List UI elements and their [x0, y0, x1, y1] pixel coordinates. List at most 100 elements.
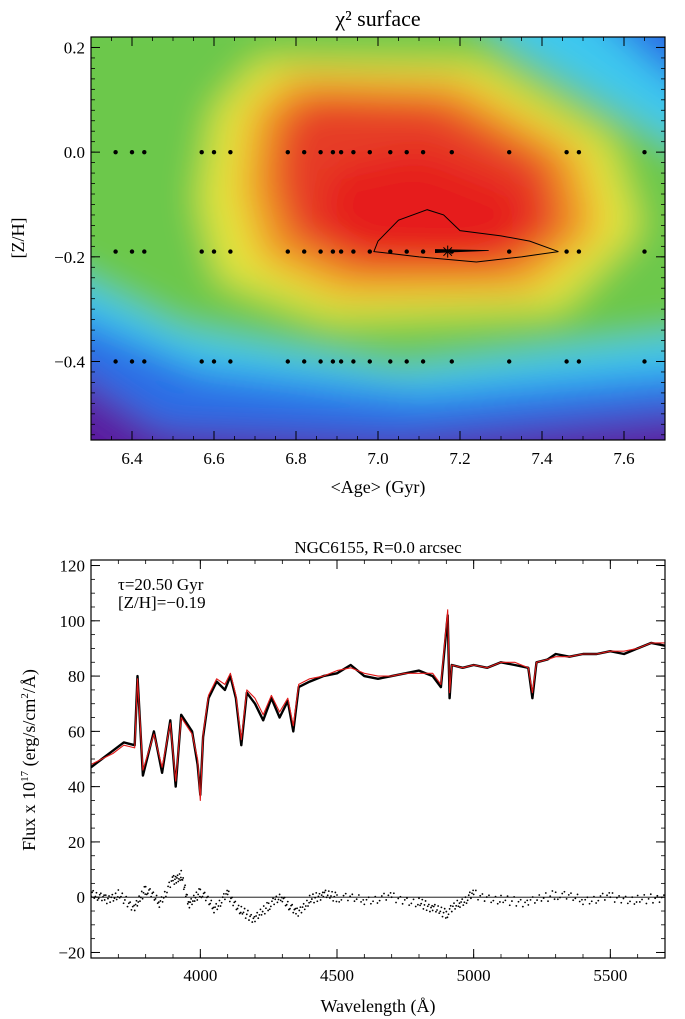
x-tick-label: 7.6 [613, 449, 634, 468]
residual-point [412, 898, 415, 901]
residual-point [447, 913, 450, 916]
grid-point [330, 249, 336, 254]
residual-point [98, 893, 101, 896]
residual-point [294, 907, 297, 910]
residual-point [156, 902, 159, 905]
residual-point [549, 895, 552, 897]
residual-point [219, 905, 222, 907]
residual-point [515, 905, 518, 907]
residual-point [544, 892, 547, 894]
residual-point [122, 902, 125, 905]
residual-point [508, 904, 511, 907]
residual-point [485, 896, 488, 898]
residual-point [104, 894, 107, 896]
residual-point [170, 880, 173, 882]
residual-point [210, 899, 213, 902]
grid-point [142, 249, 147, 254]
residual-point [500, 894, 502, 897]
spectrum-panel: NGC6155, R=0.0 arcsec 4000 4500 5000 5500 −2… [19, 538, 666, 1017]
residual-point [656, 894, 659, 897]
residual-point [652, 901, 654, 904]
residual-point [154, 897, 157, 900]
residual-point [192, 894, 195, 897]
residual-point [179, 876, 182, 879]
grid-point [211, 249, 217, 254]
chi2-minimum [441, 245, 454, 258]
residual-point [330, 895, 332, 897]
residual-point [267, 902, 270, 905]
grid-point [318, 359, 323, 364]
grid-point [564, 359, 569, 364]
residual-point [335, 900, 338, 903]
residual-point [440, 906, 443, 909]
x-tick-label: 7.2 [449, 449, 470, 468]
residual-point [186, 893, 189, 896]
residual-point [276, 901, 279, 904]
residual-point [268, 908, 271, 911]
residual-point [521, 905, 524, 908]
grid-point [199, 359, 204, 364]
grid-point [302, 359, 307, 364]
residual-point [176, 877, 178, 879]
residual-point [445, 910, 448, 913]
residual-point [244, 917, 247, 919]
residual-point [511, 900, 513, 902]
residual-point [474, 889, 477, 892]
residual-point [260, 913, 263, 916]
residual-point [161, 900, 164, 903]
residual-point [226, 893, 229, 896]
residual-point [134, 903, 137, 906]
grid-point [507, 149, 512, 155]
residual-point [189, 901, 192, 904]
residual-point [298, 909, 301, 912]
annotation-metallicity: [Z/H]=−0.19 [118, 593, 206, 612]
residual-point [91, 891, 93, 894]
residual-point [96, 899, 99, 901]
residual-point [310, 898, 313, 900]
residual-point [184, 884, 187, 887]
ylabel-unit: (erg/s/cm [19, 699, 40, 771]
y-tick-label: 120 [60, 557, 86, 576]
x-tick-label: 6.6 [203, 449, 224, 468]
residual-point [570, 892, 572, 895]
residual-point [437, 905, 440, 907]
residual-point [248, 919, 250, 921]
residual-point [204, 899, 207, 902]
residual-point [494, 895, 497, 898]
residual-point [207, 895, 209, 898]
y-tick-label: −20 [58, 943, 85, 962]
residual-point [194, 896, 197, 899]
grid-point [285, 249, 290, 254]
residual-point [363, 903, 366, 906]
grid-point [285, 359, 290, 364]
residual-point [374, 895, 377, 898]
residual-point [140, 890, 143, 893]
residual-point [138, 895, 141, 897]
residual-point [162, 896, 165, 899]
residual-point [326, 894, 329, 897]
residual-point [236, 907, 239, 910]
residual-point [199, 888, 202, 891]
residual-point [308, 901, 311, 904]
residual-point [281, 900, 284, 903]
residual-point [490, 901, 493, 904]
residual-point [620, 901, 623, 904]
residual-point [418, 897, 420, 900]
y-tick-label: 40 [68, 778, 85, 797]
residual-point [551, 890, 554, 892]
residual-point [417, 903, 419, 906]
residual-point [336, 894, 338, 896]
residual-point [483, 900, 486, 902]
ylabel-exponent: 17 [19, 770, 31, 782]
residual-point [302, 902, 305, 905]
residual-point [597, 899, 600, 902]
residual-point [295, 912, 297, 915]
grid-point [388, 249, 393, 254]
residual-point [454, 908, 456, 910]
residual-point [291, 903, 294, 906]
grid-point [388, 359, 393, 364]
residual-point [606, 894, 608, 897]
residual-point [182, 888, 185, 891]
grid-point [129, 249, 135, 254]
grid-point [330, 359, 336, 364]
